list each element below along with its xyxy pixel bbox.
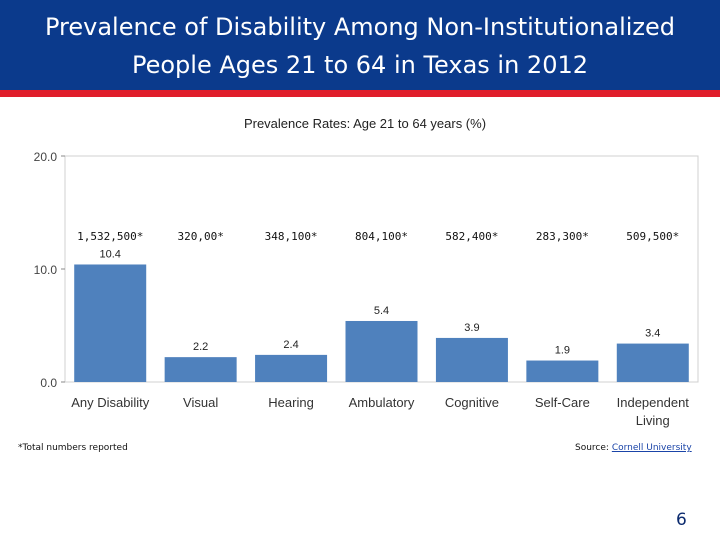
slide-title: Prevalence of Disability Among Non-Insti… [0,8,720,84]
x-tick-label: Any Disability [71,395,150,410]
data-label: 2.4 [283,339,298,351]
data-label: 5.4 [374,305,389,317]
chart-title: Prevalence Rates: Age 21 to 64 years (%) [244,116,486,131]
y-tick-label: 0.0 [40,376,57,390]
bar [255,354,328,382]
slide-title-line2: People Ages 21 to 64 in Texas in 2012 [131,51,589,79]
bar [526,360,599,382]
bar [74,264,147,382]
data-label: 3.9 [464,322,479,334]
total-label: 320,00* [177,230,223,243]
title-banner-stripe [0,90,720,97]
total-label: 582,400* [445,230,498,243]
bar [164,357,237,382]
x-tick-label: Ambulatory [349,395,415,410]
source-label: Source: [575,443,609,453]
bar [616,343,689,382]
x-tick-label: Self-Care [535,395,590,410]
total-label: 509,500* [626,230,679,243]
title-banner [0,0,720,90]
total-label: 804,100* [355,230,408,243]
x-tick-label: Independent [617,395,690,410]
x-tick-label: Hearing [268,395,314,410]
y-tick-label: 10.0 [34,263,58,277]
data-label: 1.9 [555,345,570,357]
data-label: 10.4 [100,248,121,260]
data-label: 3.4 [645,328,660,340]
data-label: 2.2 [193,341,208,353]
bar [435,337,508,382]
x-tick-label: Cognitive [445,395,499,410]
bar [345,320,418,382]
slide-title-line1: Prevalence of Disability Among Non-Insti… [44,13,676,41]
x-tick-label: Living [636,413,670,428]
total-label: 1,532,500* [77,230,143,243]
x-tick-label: Visual [183,395,218,410]
source-link[interactable]: Cornell University [611,443,692,453]
footnote: *Total numbers reported [18,443,128,453]
source-credit: Source: Cornell University [575,443,692,453]
total-label: 283,300* [536,230,589,243]
total-label: 348,100* [265,230,318,243]
page-number: 6 [676,510,687,530]
y-tick-label: 20.0 [34,150,58,164]
